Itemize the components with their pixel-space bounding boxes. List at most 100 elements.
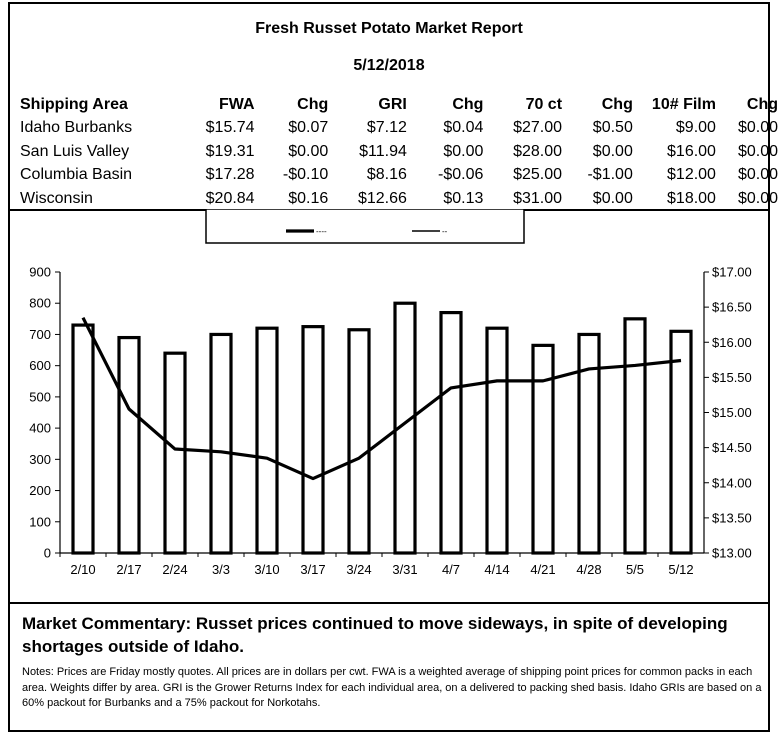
report-frame [8,2,770,732]
table-cell: $0.16 [288,189,329,207]
table-header-cell: Chg [452,95,484,113]
table-row: Idaho Burbanks $15.74 $0.07 $7.12 $0.04 $27.0… [20,117,778,141]
table-cell: $18.00 [667,189,716,207]
bar-4/21 [531,343,555,555]
line-series-fwa [81,316,682,481]
table-cell: Idaho Burbanks [20,119,133,137]
right-tick-label: $16.50 [712,300,752,315]
table-cell: Wisconsin [20,189,93,207]
chart-legend: ---- -- [286,227,448,236]
table-cell: San Luis Valley [20,142,130,160]
table-header-cell: Chg [297,95,329,113]
table-cell: $17.28 [205,166,255,184]
bar-3/10 [255,326,279,555]
right-tick-label: $14.00 [712,475,752,490]
table-cell: $0.50 [592,119,633,137]
x-tick-label: 4/21 [530,562,555,577]
left-tick-label: 800 [29,296,51,311]
table-header-cell: FWA [219,95,255,113]
bar-3/31 [393,301,417,555]
left-tick-label: 500 [29,389,51,404]
report-date: 5/12/2018 [353,57,425,74]
right-tick-label: $13.50 [712,510,752,525]
left-tick-label: 0 [44,546,51,561]
price-chart: ---- -- 0100200300400500600700800900$13.0… [29,209,752,578]
table-header-cell: GRI [378,95,407,113]
x-tick-label: 3/10 [254,562,279,577]
table-header-cell: Chg [601,95,633,113]
table-cell: Columbia Basin [20,166,133,184]
x-tick-label: 3/24 [346,562,371,577]
bar-5/5 [623,317,647,555]
table-cell: $31.00 [513,189,563,207]
table-cell: $0.00 [737,189,778,207]
bar-4/7 [439,310,463,555]
table-cell: $12.66 [357,189,407,207]
table-cell: $16.00 [667,142,716,160]
table-cell: $15.74 [205,119,255,137]
table-cell: $0.04 [443,119,484,137]
table-header-cell: Chg [746,95,778,113]
x-tick-label: 4/28 [576,562,601,577]
plot-area: 0 100 200 300 400 500 600 700 800 900 $13.00 $13.50… [29,265,751,578]
table-cell: $20.84 [205,189,255,207]
x-tick-label: 2/17 [116,562,141,577]
x-tick-label: 3/17 [300,562,325,577]
table-cell: $0.07 [288,119,329,137]
table-cell: -$1.00 [587,166,633,184]
bar-5/12 [669,329,693,555]
table-cell: $8.16 [366,166,407,184]
x-tick-label: 3/3 [212,562,230,577]
table-cell: $12.00 [667,166,716,184]
left-tick-label: 600 [29,358,51,373]
right-tick-label: $16.00 [712,335,752,350]
table-cell: $7.12 [366,119,407,137]
right-tick-label: $17.00 [712,265,752,280]
table-cell: $0.00 [737,119,778,137]
left-tick-label: 900 [29,265,51,280]
bar-3/24 [347,328,371,555]
legend-box [205,209,525,244]
table-cell: $0.00 [443,142,484,160]
bar-3/3 [209,332,233,555]
bar-2/17 [117,335,141,555]
report-title: Fresh Russet Potato Market Report [255,20,523,37]
right-tick-label: $15.00 [712,405,752,420]
bar-2/24 [163,351,187,555]
x-tick-label: 2/10 [70,562,95,577]
right-tick-label: $15.50 [712,370,752,385]
divider-bottom [8,602,770,604]
x-tick-label: 3/31 [392,562,417,577]
bar-4/28 [577,332,601,555]
x-tick-label: 4/14 [484,562,509,577]
price-table: Shipping Area FWA Chg GRI Chg 70 ct Chg 10# Fil… [20,93,778,211]
left-tick-label: 300 [29,452,51,467]
market-commentary: Market Commentary: Russet prices continu… [22,614,728,656]
right-tick-label: $14.50 [712,440,752,455]
table-cell: $0.00 [737,166,778,184]
table-cell: $0.00 [592,189,633,207]
x-tick-label: 2/24 [162,562,187,577]
table-cell: $28.00 [513,142,563,160]
bar-4/14 [485,326,509,555]
table-cell: -$0.10 [282,166,329,184]
legend-label-bars: ---- [316,227,327,236]
x-tick-label: 5/5 [626,562,644,577]
table-body: Idaho Burbanks $15.74 $0.07 $7.12 $0.04 $27.0… [20,117,778,211]
bar-3/17 [301,325,325,555]
bar-2/10 [71,323,95,555]
right-tick-label: $13.00 [712,546,752,561]
left-tick-label: 400 [29,421,51,436]
x-tick-label: 5/12 [668,562,693,577]
legend-label-line: -- [442,227,448,236]
left-tick-label: 700 [29,327,51,342]
left-tick-label: 200 [29,483,51,498]
table-cell: $11.94 [359,142,407,160]
table-cell: $27.00 [513,119,563,137]
x-tick-label: 4/7 [442,562,460,577]
table-header-row: Shipping Area FWA Chg GRI Chg 70 ct Chg 10# Fil… [20,93,778,117]
table-cell: $0.13 [443,189,484,207]
table-row: Wisconsin $20.84 $0.16 $12.66 $0.13 $31.00 $0.… [20,187,778,211]
table-header-cell: Shipping Area [20,95,128,113]
left-tick-label: 100 [29,514,51,529]
